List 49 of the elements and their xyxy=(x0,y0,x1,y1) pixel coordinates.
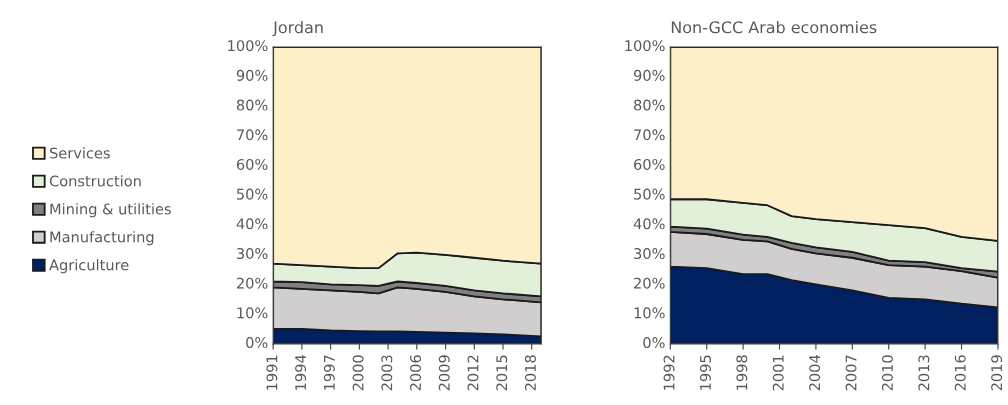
x-tick-label: 2013 xyxy=(918,355,930,391)
chart-title: Non-GCC Arab economies xyxy=(671,20,877,34)
y-tick-label: 0% xyxy=(246,337,268,349)
legend-label: Services xyxy=(50,147,110,159)
x-tick-label: 2015 xyxy=(496,355,508,391)
x-tick-label: 2001 xyxy=(772,355,784,391)
y-tick-label: 100% xyxy=(625,40,665,52)
y-tick-label: 0% xyxy=(643,337,665,349)
x-tick-label: 2003 xyxy=(381,355,393,391)
x-tick-label: 2016 xyxy=(954,355,966,391)
x-tick-label: 2018 xyxy=(524,355,536,391)
y-tick-label: 30% xyxy=(634,247,665,260)
y-tick-label: 40% xyxy=(236,218,268,230)
x-tick-label: 2007 xyxy=(845,355,857,391)
x-tick-label: 1994 xyxy=(295,355,307,390)
x-tick-label: 2010 xyxy=(881,355,893,391)
x-tick-label: 2006 xyxy=(410,355,422,391)
x-tick-label: 1991 xyxy=(266,355,278,390)
y-tick-label: 50% xyxy=(634,188,665,200)
y-tick-label: 60% xyxy=(236,158,268,170)
x-tick-label: 1998 xyxy=(736,355,748,390)
x-tick-label: 1997 xyxy=(323,355,335,390)
x-tick-label: 2000 xyxy=(352,355,364,391)
x-tick-label: 1992 xyxy=(663,355,675,390)
legend-label: Agriculture xyxy=(49,259,129,274)
x-tick-label: 2009 xyxy=(438,355,450,391)
y-tick-label: 20% xyxy=(634,277,665,289)
y-tick-label: 90% xyxy=(633,69,665,81)
y-tick-label: 10% xyxy=(634,307,665,319)
y-tick-label: 40% xyxy=(633,218,665,230)
y-tick-label: 100% xyxy=(228,40,268,52)
legend-label: Manufacturing xyxy=(50,231,154,246)
chart-title: Jordan xyxy=(272,20,323,37)
x-tick-label: 2004 xyxy=(809,355,821,391)
legend-label: Mining & utilities xyxy=(50,203,171,218)
legend-label: Construction xyxy=(49,175,141,187)
x-tick-label: 2012 xyxy=(467,355,479,391)
y-tick-label: 90% xyxy=(236,69,268,81)
y-tick-label: 80% xyxy=(236,99,268,111)
y-tick-label: 70% xyxy=(237,129,268,141)
y-tick-label: 30% xyxy=(237,247,268,260)
y-tick-label: 50% xyxy=(237,188,268,200)
y-tick-label: 70% xyxy=(634,129,665,141)
y-tick-label: 20% xyxy=(236,277,268,289)
y-tick-label: 60% xyxy=(634,158,665,170)
y-tick-label: 10% xyxy=(237,307,268,319)
x-tick-label: 2019 xyxy=(991,355,1003,391)
y-tick-label: 80% xyxy=(634,99,665,111)
x-tick-label: 1995 xyxy=(699,355,711,390)
